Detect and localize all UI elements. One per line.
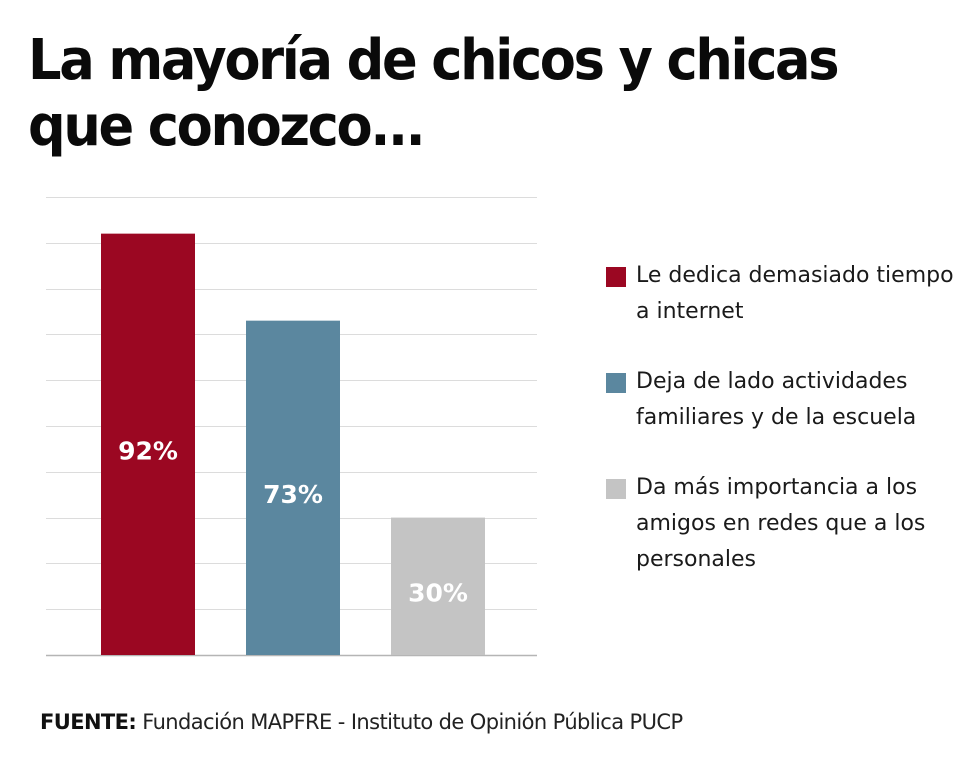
legend-swatch-0: [606, 267, 626, 287]
legend-label: Deja de lado actividades familiares y de…: [636, 369, 917, 430]
data-label-1: 73%: [263, 480, 323, 509]
legend: Le dedica demasiado tiempo a internet De…: [606, 258, 966, 612]
legend-item: Le dedica demasiado tiempo a internet: [606, 258, 966, 330]
bar-1: [246, 320, 340, 655]
chart-title: La mayoría de chicos y chicas que conozc…: [28, 28, 840, 159]
bar-0: [101, 233, 195, 655]
data-labels: 92% 73% 30%: [118, 436, 468, 607]
data-label-2: 30%: [408, 578, 468, 607]
source-prefix: FUENTE:: [40, 710, 137, 734]
bars: [101, 233, 485, 655]
source-text: Fundación MAPFRE - Instituto de Opinión …: [136, 710, 683, 734]
source-note: FUENTE: Fundación MAPFRE - Instituto de …: [40, 710, 683, 734]
legend-item: Da más importancia a los amigos en redes…: [606, 470, 966, 578]
legend-label: Da más importancia a los amigos en redes…: [636, 475, 926, 572]
legend-swatch-2: [606, 479, 626, 499]
bar-2: [391, 517, 485, 655]
legend-label: Le dedica demasiado tiempo a internet: [636, 263, 954, 324]
data-label-0: 92%: [118, 436, 178, 465]
legend-item: Deja de lado actividades familiares y de…: [606, 364, 966, 436]
legend-swatch-1: [606, 373, 626, 393]
